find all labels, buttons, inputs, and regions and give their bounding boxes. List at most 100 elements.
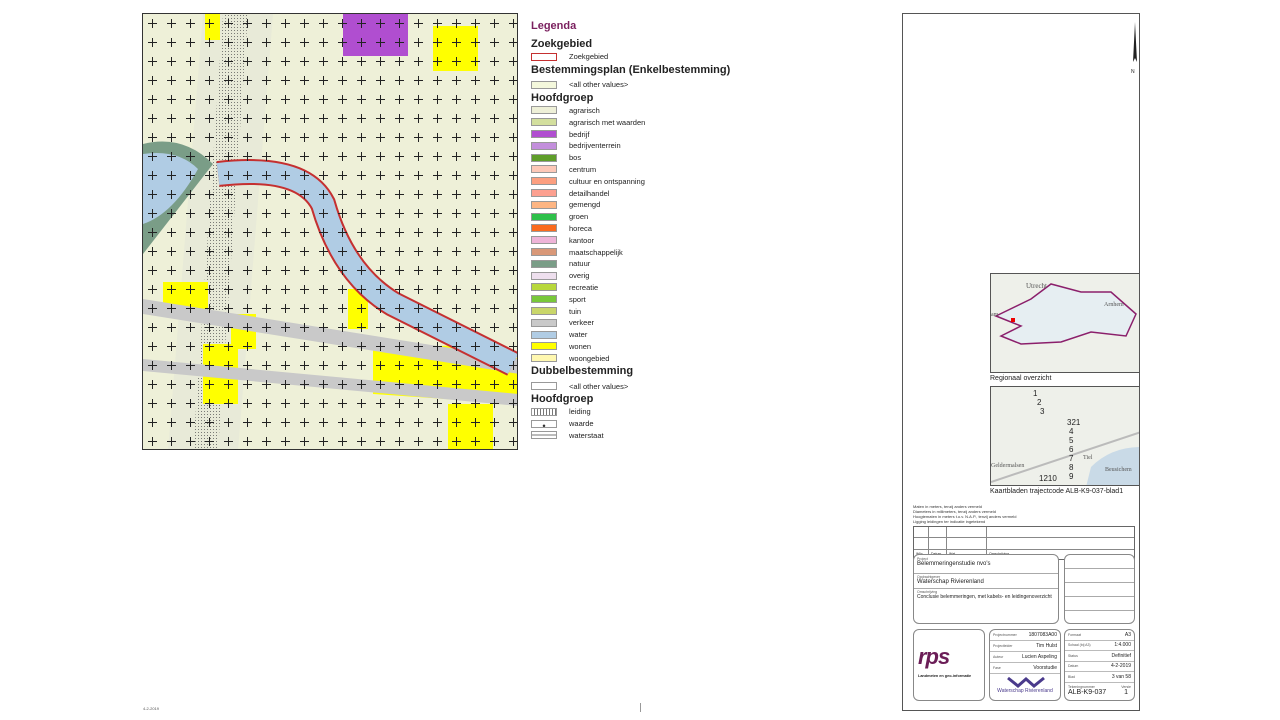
swatch — [531, 330, 557, 339]
project-box: Project Belemmeringenstudie nvo's Opdrac… — [913, 554, 1059, 624]
swatch — [531, 419, 557, 428]
rps-logo: rps — [918, 644, 950, 669]
legend-label: gemengd — [569, 200, 601, 210]
detail-row: Auteur Lucien Aspeling — [990, 652, 1060, 663]
sheet-number: 1210 — [1039, 474, 1057, 483]
legend-item-natuur: natuur — [531, 258, 751, 270]
swatch — [531, 153, 557, 162]
description-label: Omschrijving — [917, 590, 938, 594]
detail-row: Formaat A3 — [1065, 630, 1134, 641]
detail-row: Fase Voorstudie — [990, 663, 1060, 674]
swatch — [531, 283, 557, 292]
sheet-number: 4 — [1069, 427, 1074, 436]
map-canvas[interactable] — [143, 14, 518, 450]
label-beusichem: Beusichem — [1105, 467, 1132, 473]
legend-label: waterstaat — [569, 430, 604, 440]
legend-item-horeca: horeca — [531, 223, 751, 235]
swatch — [531, 342, 557, 351]
swatch — [531, 318, 557, 327]
label-geldermalsen: Geldermalsen — [991, 463, 1024, 469]
legend-label: <all other values> — [569, 381, 629, 391]
swatch — [531, 80, 557, 89]
legend-label: waarde — [569, 419, 594, 429]
legend-label: tuin — [569, 306, 582, 316]
sheet-number: 321 — [1067, 418, 1081, 427]
north-arrow-icon — [1133, 22, 1137, 62]
legend-label: kantoor — [569, 235, 595, 245]
sheet-number: 7 — [1069, 454, 1074, 463]
legend-item-groen: groen — [531, 211, 751, 223]
legend-item-kantoor: kantoor — [531, 234, 751, 246]
sheet-index-canvas: 1 2 3 321 4 5 6 7 8 9 1210 Tiel Gelderma… — [991, 389, 1139, 485]
map-frame[interactable] — [142, 13, 518, 450]
legend-label: leiding — [569, 407, 591, 417]
swatch — [531, 259, 557, 268]
project-value: Belemmeringenstudie nvo's — [917, 561, 991, 567]
version-label: Versie — [1121, 684, 1131, 689]
regional-overview-map[interactable]: Utrecht Arnhem am — [990, 273, 1140, 373]
client-value: Waterschap Rivierenland — [917, 579, 984, 585]
detail-row: Projectnummer 1807083A00 — [990, 630, 1060, 641]
description-value: Conclusie belemmeringen, met kabels- en … — [917, 594, 1052, 600]
sheet-number: 9 — [1069, 472, 1074, 481]
detail-row: Projectleider Tim Hulst — [990, 641, 1060, 652]
stamp-box — [1064, 554, 1135, 624]
swatch — [531, 382, 557, 391]
legend-label: cultuur en ontspanning — [569, 176, 645, 186]
legend-label: natuur — [569, 259, 591, 269]
legend-label: horeca — [569, 223, 592, 233]
legend-label: woongebied — [569, 353, 610, 363]
details-right-box: Formaat A3 Schaal (bij A3) 1:4.000 Status D… — [1064, 629, 1135, 701]
legend-item-recreatie: recreatie — [531, 282, 751, 294]
project-label: Project — [917, 557, 928, 561]
legend-heading-dubbel-hoofdgroep: Hoofdgroep — [531, 392, 594, 405]
sheet-index-caption: Kaartbladen trajectcode ALB-K9-037-blad1 — [990, 488, 1124, 495]
legend-item-bos: bos — [531, 152, 751, 164]
swatch — [531, 354, 557, 363]
note: Hoogtematen in meters t.o.v. N.A.P., ten… — [913, 514, 1017, 519]
sheet-number: 1 — [1033, 389, 1038, 398]
legend-item-woongebied: woongebied — [531, 352, 751, 364]
label-tiel: Tiel — [1083, 455, 1093, 461]
swatch — [531, 295, 557, 304]
title-sheet: N Utrecht Arnhem am Regionaal overzicht … — [902, 13, 1140, 711]
sheet-number: 6 — [1069, 445, 1074, 454]
drawing-number: ALB-K9-037 — [1068, 688, 1107, 696]
note: Ligging leidingen ter indicatie ingeteke… — [913, 519, 986, 524]
legend-item-centrum: centrum — [531, 164, 751, 176]
sheet-index-map[interactable]: 1 2 3 321 4 5 6 7 8 9 1210 Tiel Gelderma… — [990, 386, 1140, 486]
legend-heading-dubbel: Dubbelbestemming — [531, 365, 634, 378]
notes: Maten in meters, tenzij anders vermeld D… — [913, 504, 1016, 524]
detail-row: Schaal (bij A3) 1:4.000 — [1065, 641, 1134, 651]
legend-label: maatschappelijk — [569, 247, 623, 257]
legend-item-maatschappelijk: maatschappelijk — [531, 246, 751, 258]
detail-row: Blad 3 van 58 — [1065, 672, 1134, 683]
client-label: Opdrachtgever — [917, 575, 941, 579]
note: Maten in meters, tenzij anders vermeld — [913, 504, 982, 509]
legend-label: Zoekgebied — [569, 52, 609, 62]
swatch — [531, 236, 557, 245]
swatch — [531, 118, 557, 127]
legend-label: bedrijventerrein — [569, 141, 621, 151]
legend-item-overig: overig — [531, 270, 751, 282]
legend-item-waarde: waarde — [531, 418, 751, 430]
legend-label: <all other values> — [569, 80, 629, 90]
sheet-number: 8 — [1069, 463, 1074, 472]
footer-left: 4-2-2019 — [143, 706, 160, 711]
swatch — [531, 271, 557, 280]
swatch — [531, 141, 557, 150]
legend-item-bedrijventerrein: bedrijventerrein — [531, 140, 751, 152]
legend-item-detailhandel: detailhandel — [531, 187, 751, 199]
legend-heading-hoofdgroep: Hoofdgroep — [531, 91, 594, 104]
legend-item-verkeer: verkeer — [531, 317, 751, 329]
waterschap-logo-icon — [1007, 676, 1045, 688]
legend-item-leiding: leiding — [531, 406, 751, 418]
legend-item-sport: sport — [531, 293, 751, 305]
legend-item-wonen: wonen — [531, 341, 751, 353]
swatch — [531, 212, 557, 221]
note: Diameters in millimeters, tenzij anders … — [913, 509, 996, 514]
legend-item-water: water — [531, 329, 751, 341]
legend-label: recreatie — [569, 282, 599, 292]
label-utrecht: Utrecht — [1026, 282, 1047, 290]
detail-row: Status Definitief — [1065, 651, 1134, 662]
